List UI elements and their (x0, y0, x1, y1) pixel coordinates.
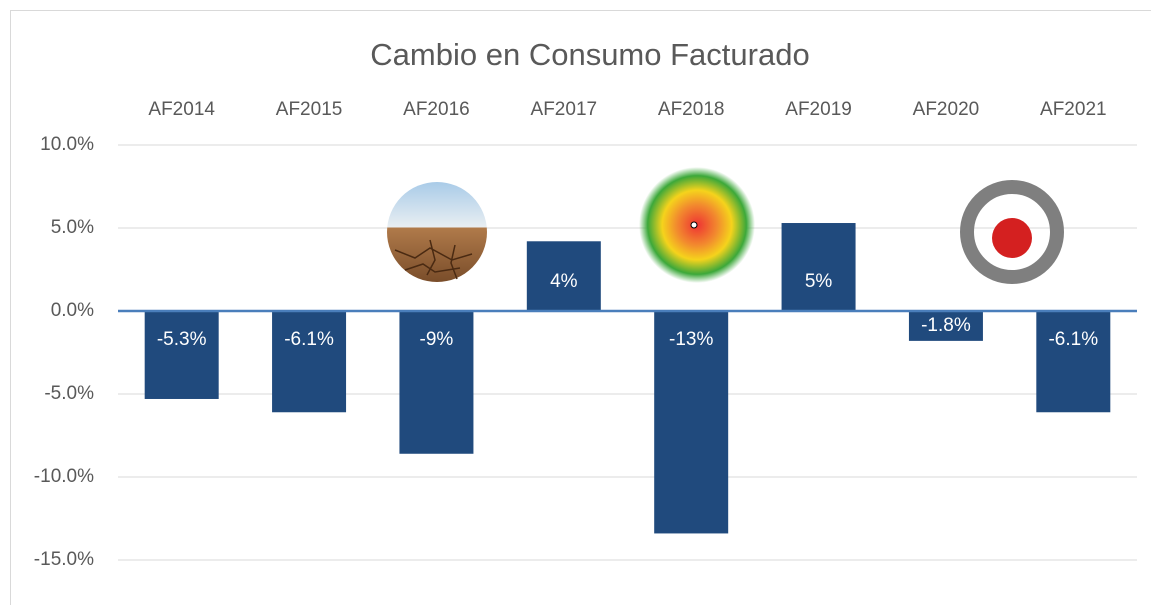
x-tick-label: AF2015 (276, 99, 343, 120)
x-tick-label: AF2016 (403, 99, 470, 120)
data-label: -6.1% (1048, 329, 1098, 350)
data-label: 5% (805, 271, 833, 292)
chart: Cambio en Consumo Facturado -15.0% -10.0%… (0, 0, 1151, 605)
page: {"chart_data": {"type": "bar", "title": … (0, 0, 1151, 605)
x-tick-label: AF2019 (785, 99, 852, 120)
y-tick-label: -5.0% (44, 383, 94, 404)
y-tick-label: 0.0% (51, 300, 94, 321)
data-label: -6.1% (284, 329, 334, 350)
x-tick-label: AF2021 (1040, 99, 1107, 120)
chart-title: Cambio en Consumo Facturado (370, 37, 809, 72)
bar (782, 223, 856, 311)
hurricane-eye (691, 222, 697, 228)
bar (272, 311, 346, 412)
data-label: 4% (550, 271, 578, 292)
x-tick-label: AF2020 (913, 99, 980, 120)
x-tick-label: AF2014 (148, 99, 215, 120)
data-label: -1.8% (921, 315, 971, 336)
y-tick-label: 10.0% (40, 134, 94, 155)
x-tick-label: AF2017 (531, 99, 598, 120)
event-icons (387, 167, 1057, 283)
data-label: -9% (420, 329, 454, 350)
y-tick-label: -15.0% (34, 549, 94, 570)
data-label: -5.3% (157, 329, 207, 350)
data-label: -13% (669, 329, 713, 350)
y-tick-label: -10.0% (34, 466, 94, 487)
x-tick-label: AF2018 (658, 99, 725, 120)
bar (1036, 311, 1110, 412)
covid-virus (992, 218, 1032, 258)
drought-icon (387, 182, 487, 282)
bar (145, 311, 219, 399)
y-tick-label: 5.0% (51, 217, 94, 238)
